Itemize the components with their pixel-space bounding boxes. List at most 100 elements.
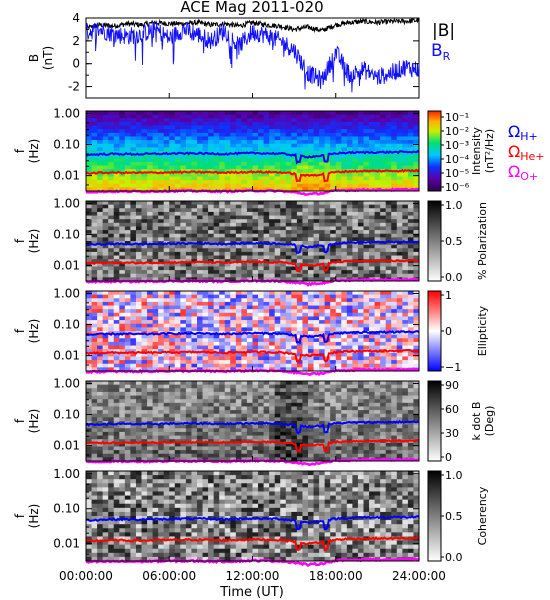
heatmap-cell (119, 233, 126, 238)
heatmap-cell (330, 270, 337, 275)
heatmap-cell (374, 211, 381, 216)
heatmap-cell (113, 208, 120, 213)
heatmap-cell (380, 356, 387, 361)
heatmap-cell (335, 147, 342, 152)
heatmap-cell (280, 413, 287, 418)
heatmap-cell (363, 183, 370, 188)
heatmap-cell (235, 345, 242, 350)
heatmap-cell (280, 136, 287, 141)
heatmap-cell (163, 431, 170, 436)
heatmap-cell (185, 147, 192, 152)
heatmap-cell (296, 251, 303, 256)
heatmap-cell (141, 201, 148, 206)
heatmap-cell (407, 270, 414, 275)
heatmap-cell (269, 457, 276, 462)
heatmap-cell (263, 453, 270, 458)
heatmap-cell (230, 323, 237, 328)
heatmap-cell (124, 391, 131, 396)
heatmap-cell (197, 367, 203, 372)
heatmap-cell (302, 453, 309, 458)
heatmap-cell (180, 140, 187, 145)
heatmap-cell (147, 273, 153, 278)
heatmap-cell (135, 204, 142, 209)
heatmap-cell (269, 140, 276, 145)
heatmap-cell (191, 417, 198, 422)
heatmap-cell (180, 413, 187, 418)
heatmap-cell (335, 316, 342, 321)
heatmap-cell (285, 363, 292, 368)
heatmap-cell (163, 384, 170, 389)
heatmap-cell (402, 118, 409, 123)
heatmap-cell (230, 277, 237, 282)
heatmap-cell (119, 367, 126, 372)
heatmap-cell (163, 424, 170, 429)
heatmap-cell (330, 222, 337, 227)
heatmap-cell (102, 165, 109, 170)
heatmap-cell (269, 399, 276, 404)
heatmap-cell (152, 345, 159, 350)
heatmap-cell (352, 219, 359, 224)
heatmap-cell (357, 360, 364, 365)
heatmap-cell (197, 219, 203, 224)
heatmap-cell (274, 457, 281, 462)
heatmap-cell (130, 298, 137, 303)
heatmap-cell (402, 125, 409, 130)
heatmap-cell (324, 230, 331, 235)
heatmap-cell (169, 158, 176, 163)
heatmap-cell (180, 204, 187, 209)
heatmap-cell (191, 121, 198, 126)
heatmap-cell (235, 338, 242, 343)
heatmap-cell (413, 352, 420, 357)
heatmap-cell (252, 381, 259, 386)
heatmap-cell (91, 154, 98, 159)
heatmap-cell (224, 143, 231, 148)
heatmap-cell (258, 305, 264, 310)
heatmap-cell (158, 277, 165, 282)
heatmap-cell (163, 169, 170, 174)
heatmap-cell (263, 446, 270, 451)
heatmap-cell (158, 151, 165, 156)
heatmap-cell (402, 211, 409, 216)
heatmap-cell (86, 316, 92, 321)
heatmap-cell (296, 435, 303, 440)
heatmap-cell (185, 270, 192, 275)
heatmap-cell (202, 222, 209, 227)
heatmap-cell (274, 291, 281, 296)
heatmap-cell (352, 165, 359, 170)
heatmap-cell (285, 222, 292, 227)
heatmap-cell (246, 201, 253, 206)
heatmap-cell (246, 402, 253, 407)
heatmap-cell (341, 114, 348, 119)
heatmap-cell (108, 233, 115, 238)
heatmap-cell (235, 424, 242, 429)
heatmap-cell (141, 327, 148, 332)
heatmap-cell (174, 320, 181, 325)
heatmap-cell (291, 140, 298, 145)
heatmap-cell (374, 165, 381, 170)
heatmap-cell (324, 323, 331, 328)
heatmap-cell (246, 431, 253, 436)
heatmap-cell (374, 132, 381, 137)
heatmap-cell (158, 298, 165, 303)
heatmap-cell (241, 363, 248, 368)
heatmap-cell (163, 442, 170, 447)
heatmap-cell (169, 237, 176, 242)
heatmap-cell (369, 226, 375, 231)
heatmap-cell (219, 154, 226, 159)
heatmap-cell (241, 219, 248, 224)
heatmap-cell (263, 457, 270, 462)
heatmap-cell (174, 118, 181, 123)
heatmap-cell (380, 151, 387, 156)
heatmap-cell (108, 294, 115, 299)
heatmap-cell (274, 305, 281, 310)
heatmap-cell (141, 204, 148, 209)
heatmap-cell (380, 147, 387, 152)
heatmap-cell (86, 140, 92, 145)
heatmap-cell (235, 266, 242, 271)
heatmap-cell (380, 301, 387, 306)
heatmap-cell (113, 114, 120, 119)
heatmap-cell (163, 180, 170, 185)
heatmap-cell (319, 323, 326, 328)
heatmap-cell (308, 273, 314, 278)
heatmap-cell (91, 233, 98, 238)
